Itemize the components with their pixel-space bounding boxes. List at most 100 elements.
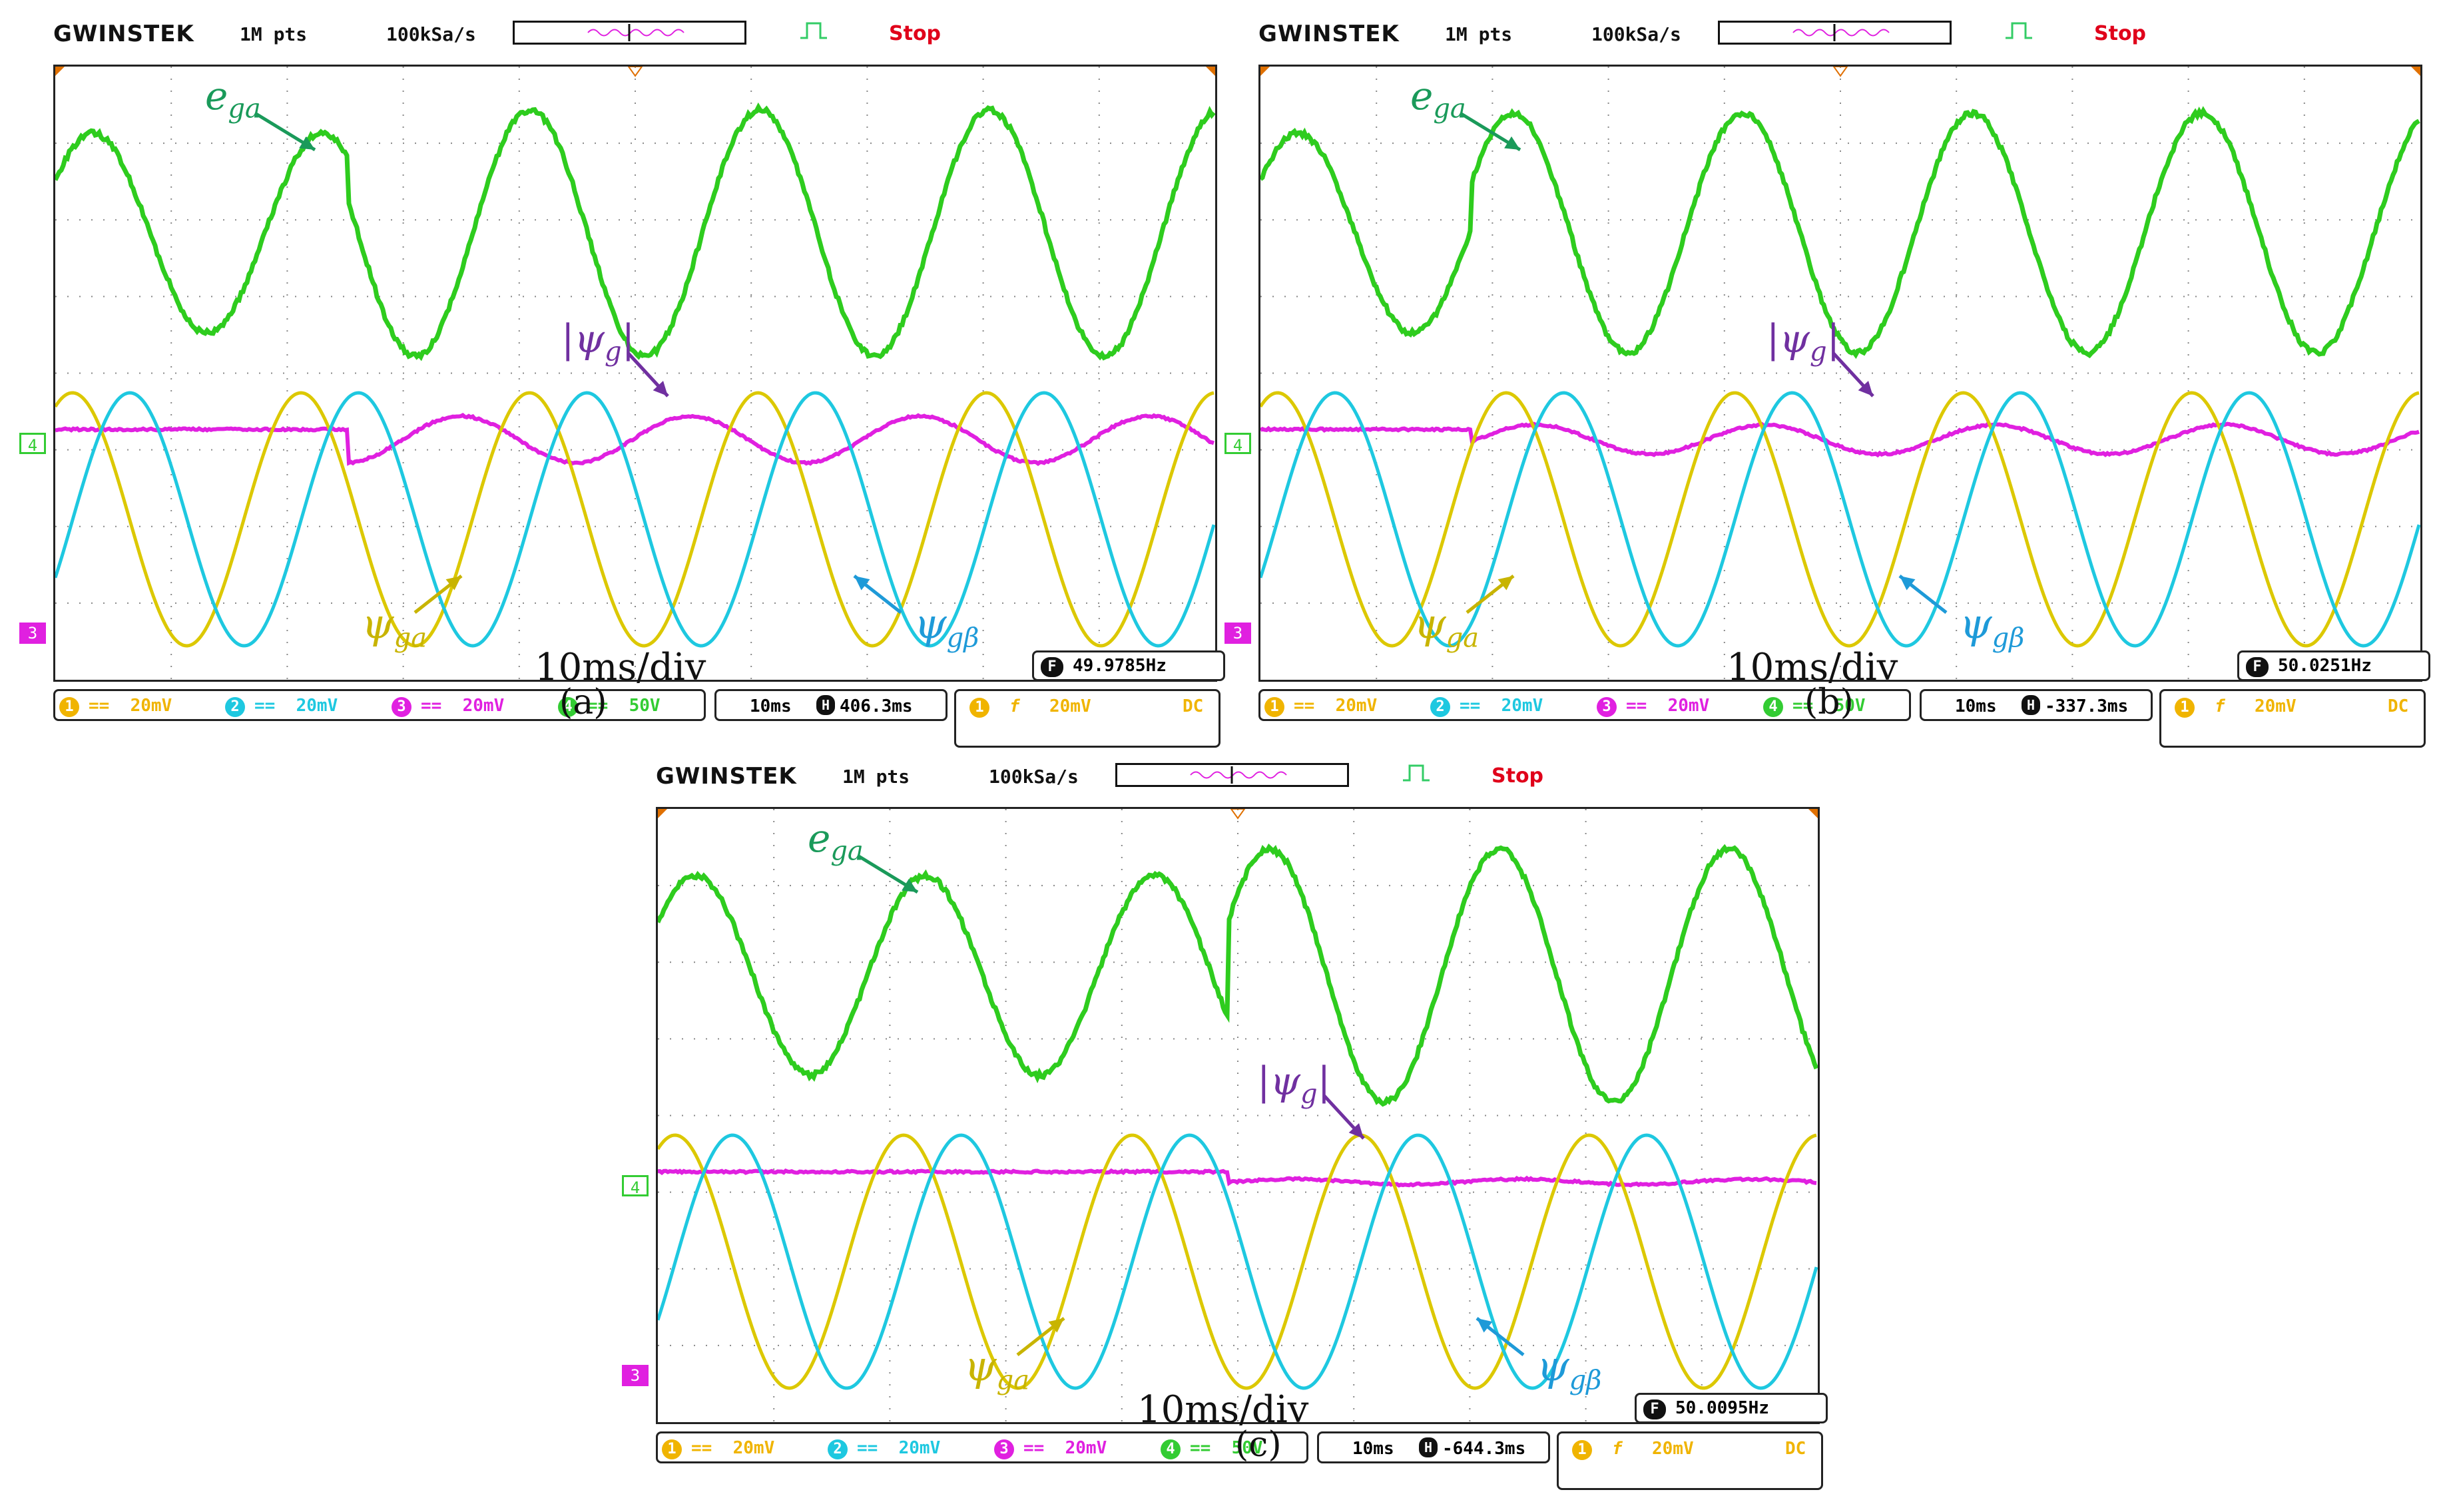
- waveform-display: 4 3 ega |ψg| ψga ψgβ 10ms/div: [53, 65, 1217, 682]
- waveform-display: 4 3 ega |ψg| ψga ψgβ 10ms/div: [656, 807, 1820, 1424]
- ch3-setting[interactable]: 3 == 20mV: [392, 696, 504, 717]
- ch4-offset-marker: 4: [622, 1175, 649, 1196]
- panel-caption: (a): [559, 682, 607, 722]
- waveform-plot: [1260, 67, 2420, 680]
- label-ega: ega: [205, 73, 261, 125]
- memory-points: 1M pts: [1445, 23, 1512, 45]
- label-psig-magnitude: |ψg|: [1257, 1059, 1330, 1110]
- ega-trace: [658, 848, 1816, 1105]
- ch3-offset-marker: 3: [19, 623, 46, 644]
- ch3-setting[interactable]: 3 == 20mV: [994, 1438, 1107, 1459]
- waveform-plot: [658, 809, 1818, 1422]
- scope-header: GWINSTEK 1M pts 100kSa/s Stop: [656, 759, 1828, 799]
- horizontal-position-icon: H: [816, 695, 835, 715]
- timebase-value: 10ms: [750, 696, 792, 716]
- frequency-icon: F: [1643, 1399, 1666, 1419]
- label-psig-magnitude: |ψg|: [1766, 316, 1840, 368]
- label-psiga: ψga: [1414, 599, 1479, 653]
- ch3-offset-marker: 3: [622, 1365, 649, 1386]
- ch4-offset-marker: 4: [19, 433, 46, 454]
- label-psigb: ψgβ: [1537, 1342, 1601, 1395]
- trigger-setting[interactable]: 1 f 20mV DC: [2159, 689, 2426, 748]
- memory-waveform-icon: [1720, 23, 1950, 43]
- timebase-value: 10ms: [1955, 696, 1997, 716]
- ch4-offset-marker: 4: [1224, 433, 1251, 454]
- frequency-icon: F: [2246, 657, 2269, 677]
- trigger-position-icon: [629, 67, 642, 76]
- memory-waveform-icon: [1117, 765, 1347, 785]
- left-corner-icon: [1260, 67, 1270, 76]
- right-corner-icon: [2411, 67, 2420, 76]
- sample-rate: 100kSa/s: [386, 23, 476, 45]
- waveform-display: 4 3 ega |ψg| ψga ψgβ 10ms/div: [1258, 65, 2422, 682]
- scope-panel-a: GWINSTEK 1M pts 100kSa/s Stop 4 3 ega |ψ…: [53, 17, 1225, 742]
- timebase-value: 10ms: [1352, 1439, 1394, 1459]
- ch2-setting[interactable]: 2 == 20mV: [225, 696, 338, 717]
- memory-points: 1M pts: [240, 23, 307, 45]
- brand-logo: GWINSTEK: [53, 21, 194, 47]
- channel-settings[interactable]: 1 == 20mV 2 == 20mV 3 == 20mV 4 == 50V: [53, 689, 706, 721]
- trigger-edge-icon: [2004, 21, 2033, 39]
- ch3-setting[interactable]: 3 == 20mV: [1597, 696, 1709, 717]
- trigger-edge-icon: [1402, 763, 1431, 782]
- memory-position-bar[interactable]: [513, 21, 746, 45]
- psig-magnitude-trace: [658, 1171, 1816, 1186]
- horizontal-position-value: 406.3ms: [840, 696, 913, 716]
- frequency-icon: F: [1041, 657, 1063, 677]
- trigger-position-icon: [1834, 67, 1847, 76]
- panel-caption: (b): [1804, 682, 1854, 722]
- frequency-readout: F 50.0251Hz: [2237, 650, 2430, 681]
- scope-header: GWINSTEK 1M pts 100kSa/s Stop: [53, 17, 1225, 57]
- panel-caption: (c): [1235, 1425, 1282, 1465]
- timebase-setting[interactable]: 10ms H -337.3ms: [1920, 689, 2153, 721]
- left-corner-icon: [55, 67, 65, 76]
- label-psigb: ψgβ: [914, 599, 979, 653]
- frequency-readout: F 50.0095Hz: [1635, 1393, 1828, 1423]
- scope-header: GWINSTEK 1M pts 100kSa/s Stop: [1258, 17, 2430, 57]
- label-psiga: ψga: [964, 1342, 1029, 1395]
- horizontal-position-value: -644.3ms: [1442, 1439, 1525, 1459]
- right-corner-icon: [1808, 809, 1818, 818]
- psig-magnitude-trace: [55, 415, 1214, 464]
- right-corner-icon: [1206, 67, 1215, 76]
- label-psiga: ψga: [362, 599, 427, 653]
- trigger-setting[interactable]: 1 f 20mV DC: [954, 689, 1220, 748]
- ch3-offset-marker: 3: [1224, 623, 1251, 644]
- memory-position-bar[interactable]: [1115, 763, 1349, 787]
- channel-status-bar: F 49.9785Hz 1 == 20mV 2 == 20mV 3 == 20mV 4 =…: [53, 689, 1225, 722]
- scope-panel-b: GWINSTEK 1M pts 100kSa/s Stop 4 3 ega |ψ…: [1258, 17, 2430, 742]
- waveform-plot: [55, 67, 1215, 680]
- channel-settings[interactable]: 1 == 20mV 2 == 20mV 3 == 20mV 4 == 50V: [656, 1431, 1308, 1463]
- horizontal-position-icon: H: [1419, 1437, 1438, 1457]
- trigger-position-icon: [1231, 809, 1244, 818]
- run-stop-status[interactable]: Stop: [1491, 764, 1543, 788]
- memory-position-bar[interactable]: [1718, 21, 1952, 45]
- time-division-label: 10ms/div: [1137, 1388, 1308, 1431]
- ch1-setting[interactable]: 1 == 20mV: [1264, 696, 1377, 717]
- ch1-setting[interactable]: 1 == 20mV: [662, 1438, 774, 1459]
- label-psig-magnitude: |ψg|: [561, 316, 635, 368]
- horizontal-position-value: -337.3ms: [2045, 696, 2128, 716]
- sample-rate: 100kSa/s: [989, 766, 1079, 788]
- memory-waveform-icon: [515, 23, 744, 43]
- brand-logo: GWINSTEK: [656, 763, 797, 790]
- scope-panel-c: GWINSTEK 1M pts 100kSa/s Stop 4 3 ega |ψ…: [656, 759, 1828, 1485]
- timebase-setting[interactable]: 10ms H 406.3ms: [714, 689, 948, 721]
- ch2-setting[interactable]: 2 == 20mV: [828, 1438, 940, 1459]
- sample-rate: 100kSa/s: [1591, 23, 1681, 45]
- frequency-readout: F 49.9785Hz: [1032, 650, 1225, 681]
- trigger-edge-icon: [799, 21, 828, 39]
- label-ega: ega: [808, 816, 864, 867]
- timebase-setting[interactable]: 10ms H -644.3ms: [1317, 1431, 1550, 1463]
- trigger-setting[interactable]: 1 f 20mV DC: [1557, 1431, 1823, 1490]
- ch2-setting[interactable]: 2 == 20mV: [1430, 696, 1543, 717]
- memory-points: 1M pts: [842, 766, 910, 788]
- left-corner-icon: [658, 809, 667, 818]
- ch1-setting[interactable]: 1 == 20mV: [59, 696, 172, 717]
- label-ega: ega: [1410, 73, 1466, 125]
- brand-logo: GWINSTEK: [1258, 21, 1400, 47]
- horizontal-position-icon: H: [2022, 695, 2040, 715]
- run-stop-status[interactable]: Stop: [889, 22, 941, 45]
- run-stop-status[interactable]: Stop: [2094, 22, 2146, 45]
- label-psigb: ψgβ: [1960, 599, 2024, 653]
